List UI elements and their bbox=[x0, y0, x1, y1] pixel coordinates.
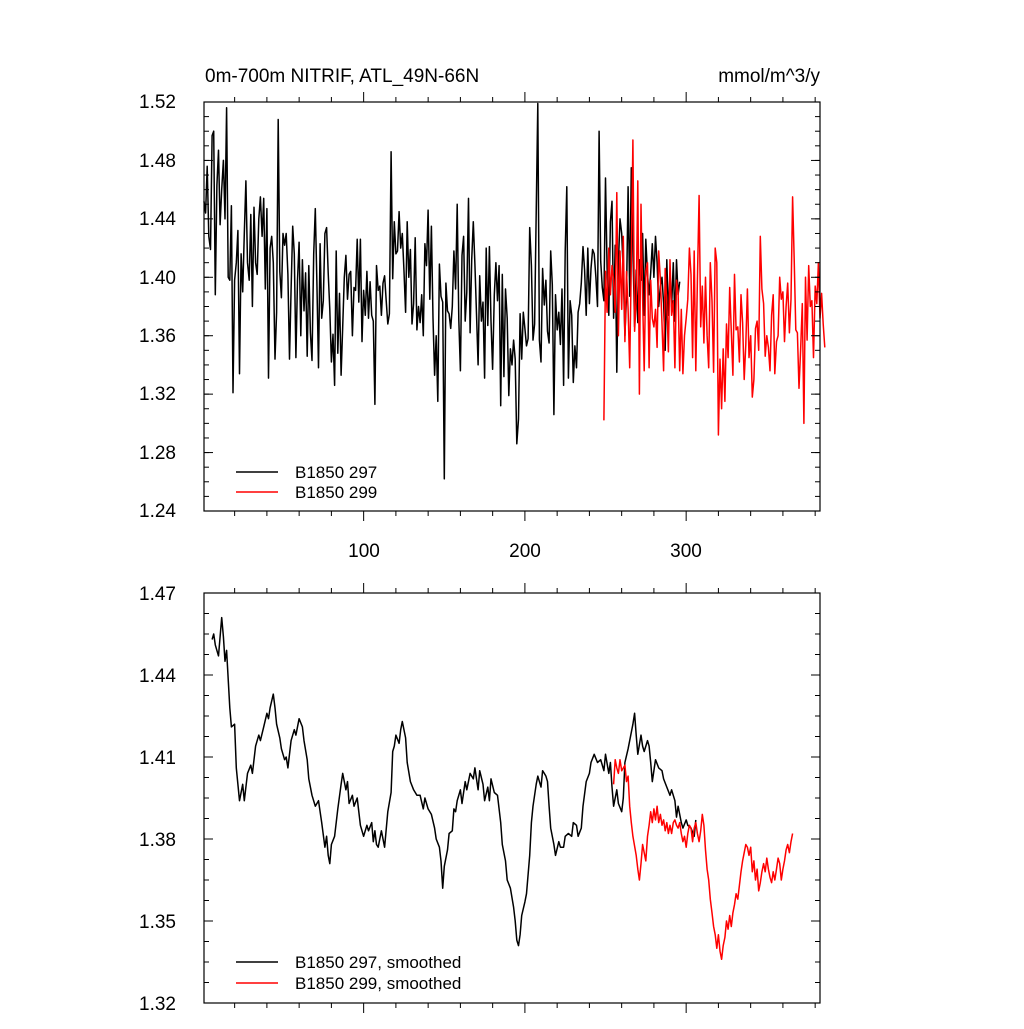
top-ytick-label: 1.28 bbox=[139, 443, 176, 464]
bottom-legend: B1850 297, smoothed B1850 299, smoothed bbox=[236, 953, 461, 993]
top-ytick-label: 1.36 bbox=[139, 326, 176, 347]
bottom-series-line-b1850-299 bbox=[612, 758, 794, 961]
bottom-ytick-label: 1.41 bbox=[139, 748, 176, 769]
bottom-ytick-label: 1.47 bbox=[139, 584, 176, 605]
bottom-series-line-b1850-297 bbox=[211, 616, 697, 947]
top-ytick-label: 1.40 bbox=[139, 268, 176, 289]
bottom-ytick-label: 1.44 bbox=[139, 666, 176, 687]
top-ytick-label: 1.52 bbox=[139, 92, 176, 113]
top-xtick-label: 300 bbox=[670, 541, 702, 562]
top-ytick-label: 1.48 bbox=[139, 151, 176, 172]
top-panel: 0m-700m NITRIF, ATL_49N-66N mmol/m^3/y 1… bbox=[139, 66, 826, 562]
bottom-series-layer bbox=[211, 616, 794, 961]
top-ytick-label: 1.44 bbox=[139, 209, 176, 230]
top-series-line-b1850-297 bbox=[203, 102, 681, 480]
bottom-ytick-label: 1.38 bbox=[139, 830, 176, 851]
bottom-ticks-layer bbox=[204, 583, 820, 1013]
top-series-line-b1850-299 bbox=[603, 139, 826, 436]
top-ytick-label: 1.32 bbox=[139, 384, 176, 405]
top-chart-title: 0m-700m NITRIF, ATL_49N-66N bbox=[205, 66, 479, 87]
bottom-legend-label-297: B1850 297, smoothed bbox=[295, 953, 461, 972]
bottom-legend-label-299: B1850 299, smoothed bbox=[295, 974, 461, 993]
bottom-panel: 1.47 1.44 1.41 1.38 1.35 1.32 B1850 297,… bbox=[139, 583, 821, 1015]
top-xtick-label: 100 bbox=[348, 541, 380, 562]
top-plot-frame bbox=[203, 101, 821, 512]
top-chart-units: mmol/m^3/y bbox=[718, 66, 820, 87]
bottom-ytick-label: 1.32 bbox=[139, 994, 176, 1015]
top-legend-label-297: B1850 297 bbox=[295, 463, 377, 482]
bottom-plot-frame bbox=[203, 592, 821, 1004]
bottom-ytick-label: 1.35 bbox=[139, 912, 176, 933]
top-legend-label-299: B1850 299 bbox=[295, 483, 377, 502]
top-ytick-label: 1.24 bbox=[139, 501, 176, 522]
top-series-layer bbox=[203, 102, 826, 480]
top-legend: B1850 297 B1850 299 bbox=[236, 463, 377, 502]
top-xtick-label: 200 bbox=[509, 541, 541, 562]
